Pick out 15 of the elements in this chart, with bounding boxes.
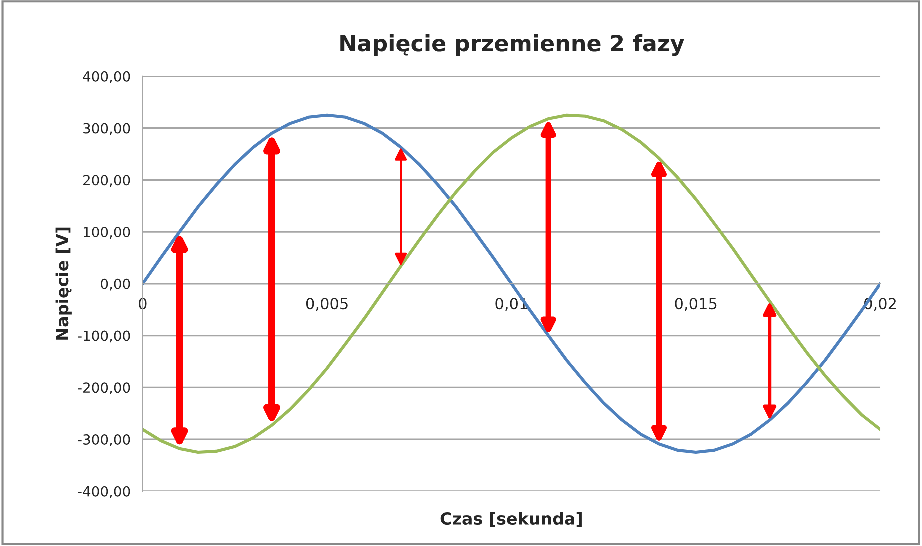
y-tick-label: 200,00 [84, 175, 130, 188]
y-tick-label: -300,00 [78, 434, 130, 446]
y-tick-label: 100,00 [84, 227, 130, 239]
x-tick-label: 0 [139, 298, 147, 310]
y-tick-label: 0,00 [101, 278, 130, 291]
x-tick-label: 0,015 [675, 298, 717, 312]
y-tick-label: -200,00 [78, 382, 130, 395]
x-tick-label: 0,005 [306, 298, 348, 312]
y-tick-label: -400,00 [78, 486, 130, 498]
chart-title: Napięcie przemienne 2 fazy [340, 34, 684, 56]
y-tick-label: 300,00 [84, 123, 130, 136]
y-axis-title: Napięcie [V] [56, 228, 72, 340]
y-tick-label: -100,00 [78, 330, 130, 343]
x-axis-title: Czas [sekunda] [440, 512, 582, 528]
y-tick-label: 400,00 [83, 71, 130, 84]
